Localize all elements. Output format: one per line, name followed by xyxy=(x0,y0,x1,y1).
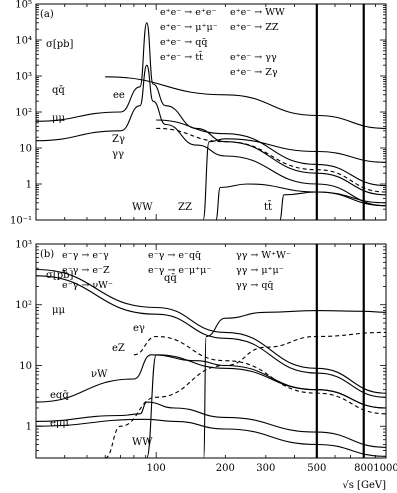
series-label: qq̄ xyxy=(164,273,177,284)
legend-entry: e⁻γ → e⁻Z xyxy=(62,265,110,276)
y-tick-label: 10⁴ xyxy=(15,36,32,47)
series-line-ww xyxy=(104,331,386,458)
legend-entry: e⁻γ → e⁻γ xyxy=(62,250,109,261)
series-label: νW xyxy=(91,369,108,380)
legend-entry: e⁺e⁻ → ZZ xyxy=(230,22,279,33)
series-label: eZ xyxy=(112,343,125,354)
x-tick-label: 1000 xyxy=(373,463,397,474)
series-label: μμ xyxy=(52,113,65,124)
series-label: ZZ xyxy=(178,202,192,213)
legend-entry: γγ → μ⁺μ⁻ xyxy=(236,265,284,276)
series-label: ee xyxy=(113,90,125,101)
series-line-ww xyxy=(203,310,386,458)
x-tick-label: 300 xyxy=(256,463,275,474)
series-line-series xyxy=(36,275,386,398)
panel-b-chart: 1 10 10² 10³ 100 200 300 500 800 1000 √s [GeV] (b) σ… xyxy=(15,240,397,492)
series-line-e xyxy=(133,335,386,415)
series-line-eqq xyxy=(36,401,386,448)
legend-entry: e⁺e⁻ → Zγ xyxy=(230,67,278,78)
legend-entry: e⁺e⁻ → γγ xyxy=(230,52,277,63)
x-tick-label: 500 xyxy=(307,463,326,474)
series-line-series xyxy=(36,64,386,207)
legend-entry: e⁺e⁻ → qq̄ xyxy=(160,37,207,48)
legend-entry: e⁺e⁻ → μ⁺μ⁻ xyxy=(160,22,218,33)
y-tick-label: 10 xyxy=(19,361,32,372)
y-tick-label: 10³ xyxy=(15,72,32,83)
y-tick-label: 10 xyxy=(19,144,32,155)
series-label: eμμ xyxy=(50,418,69,429)
series-line-zz xyxy=(215,183,386,220)
legend-entry: e⁻γ → e⁻μ⁺μ⁻ xyxy=(148,265,211,276)
panel-a-chart: 10⁻¹ 1 10 10² 10³ 10⁴ 10⁵ (a) σ[pb] e⁺e⁻ → e⁺e⁻ e⁺… xyxy=(10,0,387,227)
series-line-ez xyxy=(146,354,386,458)
y-tick-label: 10² xyxy=(15,108,32,119)
series-label: Zγ xyxy=(112,134,125,145)
x-tick-label: 200 xyxy=(216,463,235,474)
series-label: μμ xyxy=(52,305,65,316)
series-line-qq xyxy=(36,22,386,196)
panel-label: (a) xyxy=(40,9,54,20)
series-label: tt̄ xyxy=(264,201,272,213)
legend-entry: e⁺e⁻ → WW xyxy=(230,7,285,18)
series-label: WW xyxy=(132,437,153,448)
y-tick-label: 1 xyxy=(26,422,32,433)
plot-frame xyxy=(35,243,387,459)
series-line-e xyxy=(36,418,386,457)
panel-label: (b) xyxy=(40,249,54,260)
legend-entry: γγ → qq̄ xyxy=(236,280,274,291)
series-line-qq xyxy=(36,268,386,394)
legend-entry: e⁻γ → νW⁻ xyxy=(62,280,113,291)
y-axis-label: σ[pb] xyxy=(46,39,74,50)
legend-entry: e⁻γ → e⁻qq̄ xyxy=(148,250,201,261)
x-tick-label: 800 xyxy=(354,463,373,474)
y-tick-label: 1 xyxy=(26,180,32,191)
series-line-z xyxy=(156,119,386,187)
series-line-tt xyxy=(279,191,386,220)
series-line-ee xyxy=(105,76,386,129)
y-tick-label: 10² xyxy=(15,300,32,311)
legend-entry: γγ → W⁺W⁻ xyxy=(236,250,291,261)
x-axis-label: √s [GeV] xyxy=(342,480,386,491)
x-tick-label: 100 xyxy=(147,463,166,474)
y-tick-label: 10³ xyxy=(15,240,32,251)
legend-entry: e⁺e⁻ → tt̄ xyxy=(160,51,203,63)
series-line-ww xyxy=(202,138,386,220)
series-label: WW xyxy=(132,202,153,213)
plot-frame xyxy=(35,3,387,221)
series-label: eqq̄ xyxy=(50,390,69,401)
series-label: qq̄ xyxy=(52,85,65,96)
series-line-series xyxy=(156,127,386,193)
series-label: eγ xyxy=(133,323,145,334)
y-tick-label: 10⁻¹ xyxy=(10,216,32,227)
series-line-w xyxy=(36,354,386,409)
legend-entry: e⁺e⁻ → e⁺e⁻ xyxy=(160,7,217,18)
y-axis-label: σ[pb] xyxy=(46,270,74,281)
y-tick-label: 10⁵ xyxy=(15,0,32,11)
series-label: γγ xyxy=(112,149,124,160)
